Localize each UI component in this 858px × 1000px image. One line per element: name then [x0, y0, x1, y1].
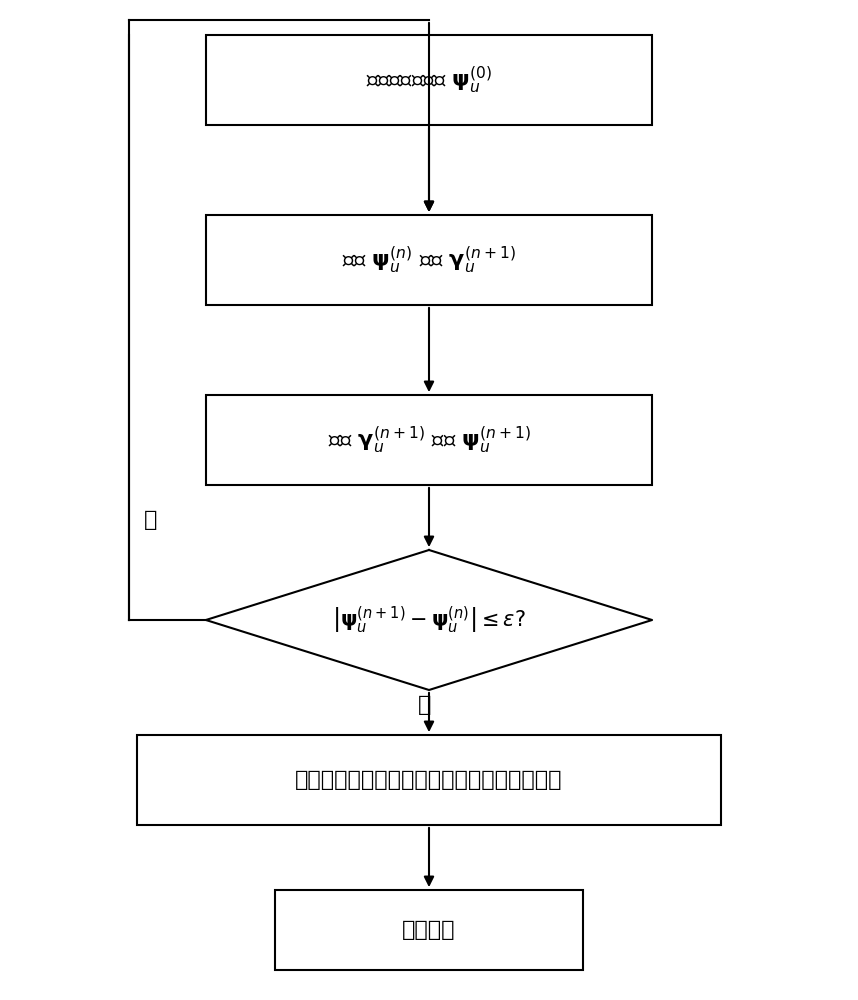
Text: 是: 是 — [418, 695, 432, 715]
Text: 初始化辅助变量 $\mathbf{\psi}_u^{(0)}$: 初始化辅助变量 $\mathbf{\psi}_u^{(0)}$ — [366, 64, 492, 96]
FancyBboxPatch shape — [137, 735, 721, 825]
Text: 利用 $\mathbf{\psi}_u^{(n)}$ 计算 $\mathbf{\gamma}_u^{(n+1)}$: 利用 $\mathbf{\psi}_u^{(n)}$ 计算 $\mathbf{\… — [342, 244, 516, 276]
FancyBboxPatch shape — [206, 35, 652, 125]
Text: 由收敛后的辅助变量计算速率的确定性等同值: 由收敛后的辅助变量计算速率的确定性等同值 — [295, 770, 563, 790]
FancyBboxPatch shape — [206, 215, 652, 305]
Text: 终止迭代: 终止迭代 — [402, 920, 456, 940]
FancyBboxPatch shape — [275, 890, 583, 970]
FancyBboxPatch shape — [206, 395, 652, 485]
Text: 利用 $\mathbf{\gamma}_u^{(n+1)}$ 计算 $\mathbf{\psi}_u^{(n+1)}$: 利用 $\mathbf{\gamma}_u^{(n+1)}$ 计算 $\math… — [328, 424, 530, 456]
Text: 否: 否 — [143, 510, 157, 530]
Text: $\left|\mathbf{\psi}_u^{(n+1)} - \mathbf{\psi}_u^{(n)}\right| \leq \varepsilon$?: $\left|\mathbf{\psi}_u^{(n+1)} - \mathbf… — [332, 604, 526, 636]
